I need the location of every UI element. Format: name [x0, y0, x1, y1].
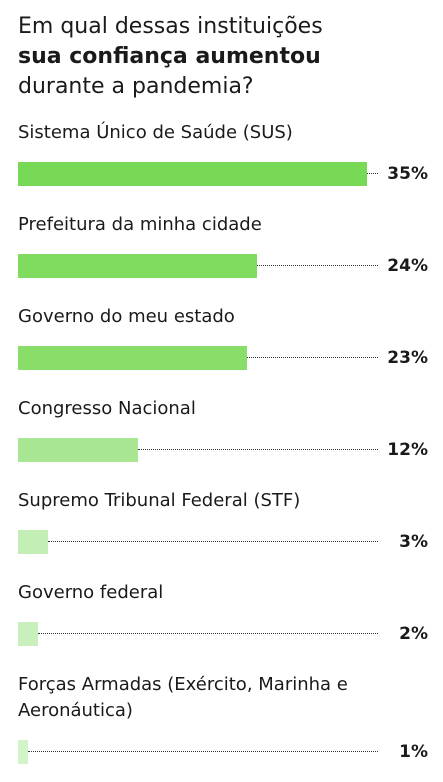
value-label: 2%: [399, 624, 428, 644]
bar: [18, 530, 48, 554]
bar: [18, 162, 367, 186]
value-label: 12%: [387, 440, 428, 460]
bar-track: [18, 740, 367, 764]
bar-track: [18, 438, 367, 462]
bar-row: Governo federal 2%: [18, 580, 428, 672]
leader-line: [37, 633, 378, 634]
category-label: Forças Armadas (Exército, Marinha e Aero…: [18, 674, 348, 721]
value-label: 23%: [387, 348, 428, 368]
category-label: Prefeitura da minha cidade: [18, 214, 262, 235]
value-label: 3%: [399, 532, 428, 552]
bar: [18, 622, 38, 646]
leader-line: [137, 449, 378, 450]
bar: [18, 346, 248, 370]
leader-line: [27, 751, 378, 752]
bar-list: Sistema Único de Saúde (SUS) 35% Prefeitur…: [18, 120, 428, 782]
title-line: durante a pandemia?: [18, 74, 254, 99]
title-line: Em qual dessas instituições: [18, 14, 323, 39]
bar-row: Supremo Tribunal Federal (STF) 3%: [18, 488, 428, 580]
bar-track: [18, 530, 367, 554]
category-label: Supremo Tribunal Federal (STF): [18, 490, 301, 511]
bar-track: [18, 622, 367, 646]
bar: [18, 438, 138, 462]
bar-row: Governo do meu estado 23%: [18, 304, 428, 396]
category-label: Congresso Nacional: [18, 398, 196, 419]
bar-row: Forças Armadas (Exército, Marinha e Aero…: [18, 672, 428, 782]
bar-row: Prefeitura da minha cidade 24%: [18, 212, 428, 304]
leader-line: [47, 541, 378, 542]
bar: [18, 254, 258, 278]
bar-row: Congresso Nacional 12%: [18, 396, 428, 488]
leader-line: [247, 357, 378, 358]
title-line: sua confiança aumentou: [18, 44, 321, 69]
value-label: 35%: [387, 164, 428, 184]
leader-line: [367, 173, 378, 174]
bar-row: Sistema Único de Saúde (SUS) 35%: [18, 120, 428, 212]
bar-track: [18, 162, 367, 186]
category-label: Governo do meu estado: [18, 306, 235, 327]
category-label: Governo federal: [18, 582, 164, 603]
value-label: 1%: [399, 742, 428, 762]
chart-title: Em qual dessas instituições sua confiança…: [18, 12, 433, 102]
bar-track: [18, 346, 367, 370]
leader-line: [257, 265, 378, 266]
category-label: Sistema Único de Saúde (SUS): [18, 122, 293, 143]
bar: [18, 740, 28, 764]
bar-track: [18, 254, 367, 278]
value-label: 24%: [387, 256, 428, 276]
